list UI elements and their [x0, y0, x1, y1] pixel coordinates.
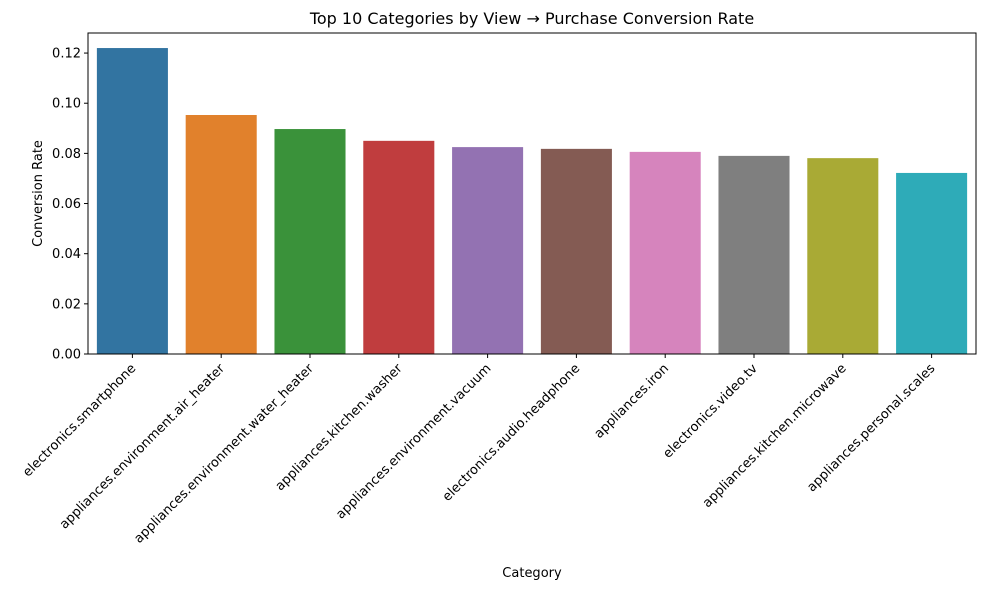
bar-8: [718, 155, 790, 354]
y-tick-label: 0.06: [52, 197, 81, 212]
bar-4: [363, 140, 435, 354]
bar-6: [540, 148, 612, 354]
bar-9: [807, 158, 879, 354]
y-tick-label: 0.00: [52, 348, 81, 363]
bar-5: [452, 147, 524, 354]
bar-3: [274, 129, 346, 354]
bar-2: [185, 115, 257, 355]
x-axis-label: Category: [502, 566, 562, 581]
bars-group: [96, 48, 968, 355]
chart-title: Top 10 Categories by View → Purchase Con…: [309, 9, 754, 28]
y-tick-label: 0.02: [52, 297, 81, 312]
bar-1: [96, 48, 168, 354]
y-axis-label: Conversion Rate: [31, 140, 46, 247]
y-tick-label: 0.10: [52, 97, 81, 112]
bar-7: [629, 151, 701, 354]
y-tick-label: 0.04: [52, 247, 81, 262]
y-tick-label: 0.08: [52, 147, 81, 162]
plot-frame: [87, 32, 977, 355]
y-tick-label: 0.12: [52, 47, 81, 62]
y-axis-ticks: 0.00 0.02 0.04 0.06 0.08 0.10 0.12: [52, 47, 88, 363]
bar-10: [896, 172, 968, 354]
